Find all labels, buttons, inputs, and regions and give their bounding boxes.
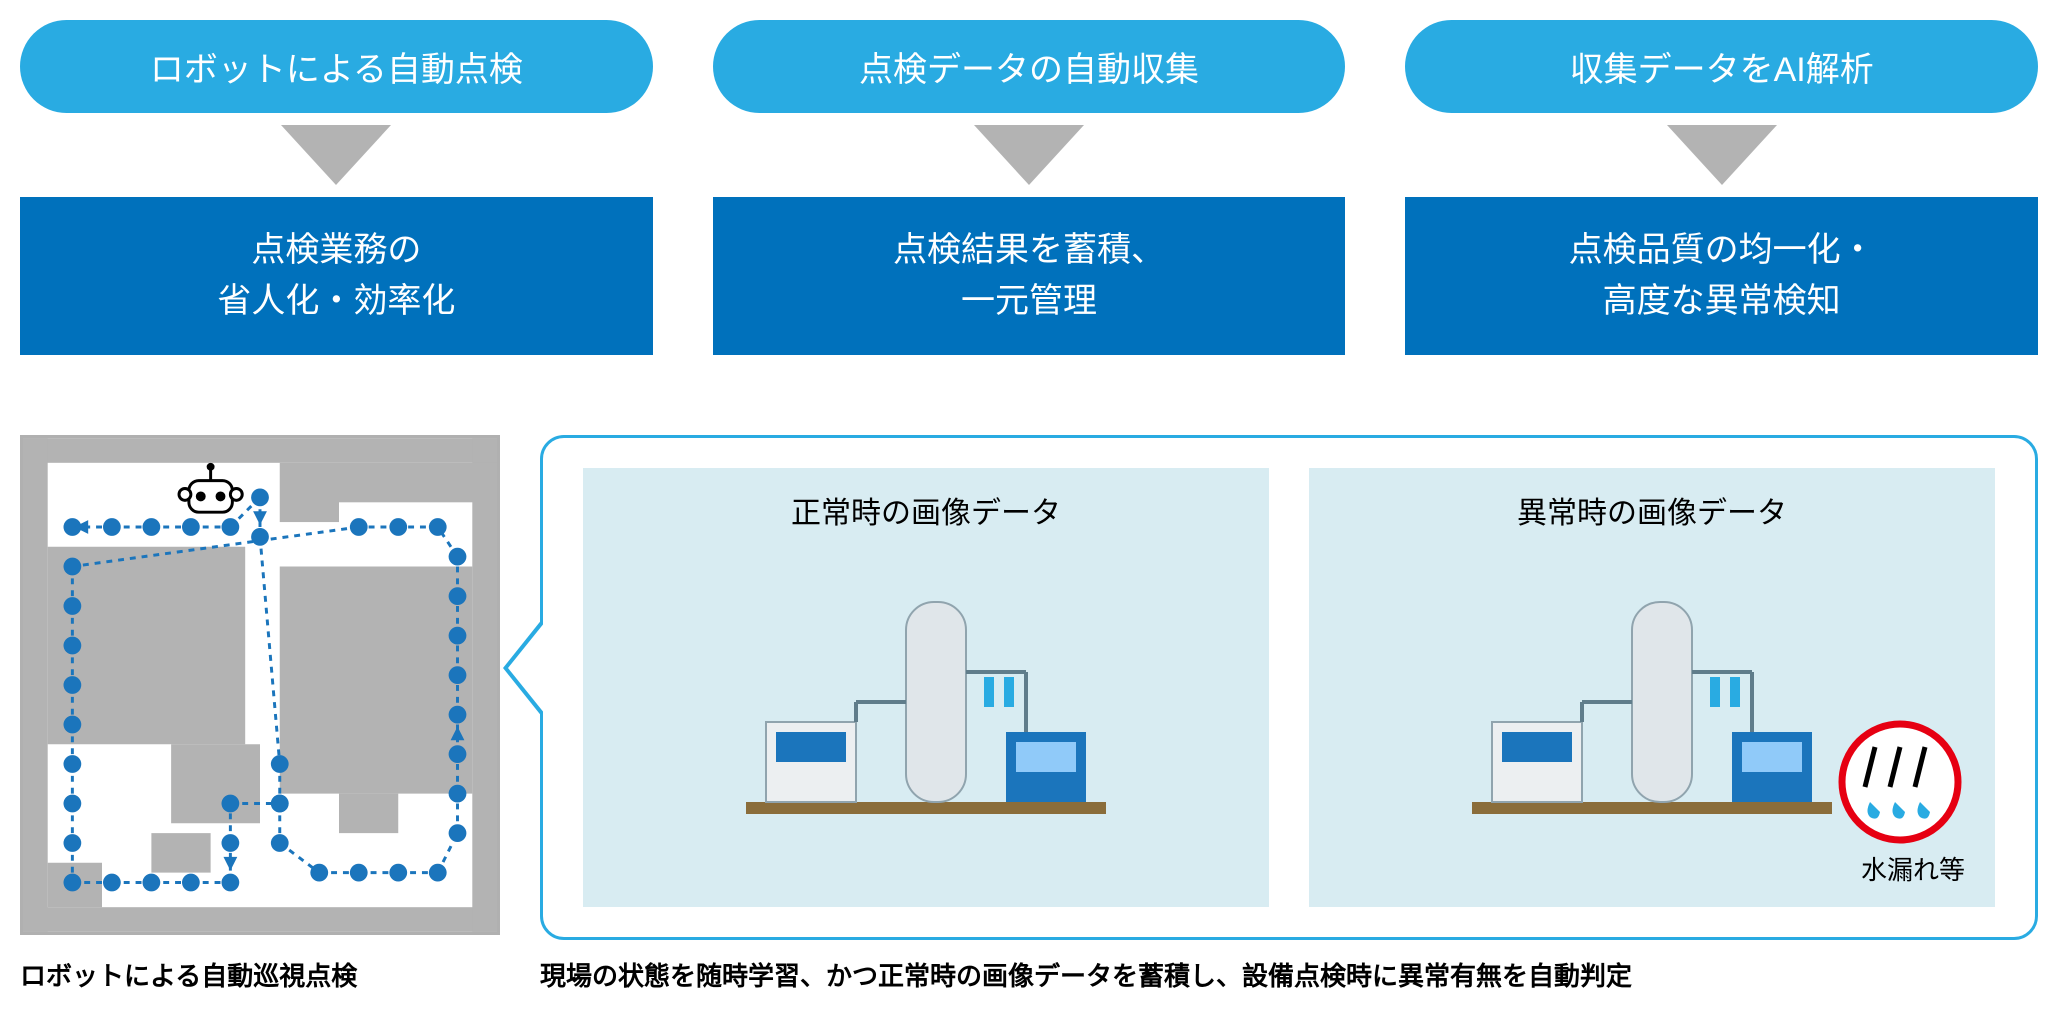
normal-image-panel: 正常時の画像データ: [583, 468, 1269, 907]
box-1: 点検業務の 省人化・効率化: [20, 197, 653, 355]
box-3-line2: 高度な異常検知: [1603, 282, 1841, 320]
box-2-line2: 一元管理: [961, 282, 1097, 320]
arrow-down-icon: [974, 125, 1084, 185]
pill-3: 収集データをAI解析: [1405, 20, 2038, 113]
box-2-line1: 点検結果を蓄積、: [893, 231, 1165, 269]
normal-title: 正常時の画像データ: [603, 488, 1249, 532]
box-1-line1: 点検業務の: [251, 231, 421, 269]
abnormal-image-panel: 異常時の画像データ: [1309, 468, 1995, 907]
top-columns: ロボットによる自動点検 点検業務の 省人化・効率化 点検データの自動収集 点検結…: [20, 20, 2038, 355]
leak-label: 水漏れ等: [1861, 850, 1965, 887]
box-2: 点検結果を蓄積、 一元管理: [713, 197, 1346, 355]
captions-row: ロボットによる自動巡視点検 現場の状態を随時学習、かつ正常時の画像データを蓄積し…: [20, 956, 2038, 993]
pill-2: 点検データの自動収集: [713, 20, 1346, 113]
column-1: ロボットによる自動点検 点検業務の 省人化・効率化: [20, 20, 653, 355]
box-3: 点検品質の均一化・ 高度な異常検知: [1405, 197, 2038, 355]
patrol-map: [20, 435, 500, 935]
box-3-line1: 点検品質の均一化・: [1569, 231, 1875, 269]
column-3: 収集データをAI解析 点検品質の均一化・ 高度な異常検知: [1405, 20, 2038, 355]
leak-badge-icon: [1835, 717, 1965, 847]
callout-caption: 現場の状態を随時学習、かつ正常時の画像データを蓄積し、設備点検時に異常有無を自動…: [540, 956, 2038, 993]
arrow-down-icon: [281, 125, 391, 185]
map-caption: ロボットによる自動巡視点検: [20, 956, 500, 993]
equipment-normal-icon: [603, 552, 1249, 832]
bottom-row: 正常時の画像データ 異常時の画像データ: [20, 435, 2038, 940]
pill-1: ロボットによる自動点検: [20, 20, 653, 113]
box-1-line2: 省人化・効率化: [217, 282, 455, 320]
arrow-down-icon: [1667, 125, 1777, 185]
abnormal-title: 異常時の画像データ: [1329, 488, 1975, 532]
callout-bubble: 正常時の画像データ 異常時の画像データ: [540, 435, 2038, 940]
map-panel: [20, 435, 500, 940]
column-2: 点検データの自動収集 点検結果を蓄積、 一元管理: [713, 20, 1346, 355]
